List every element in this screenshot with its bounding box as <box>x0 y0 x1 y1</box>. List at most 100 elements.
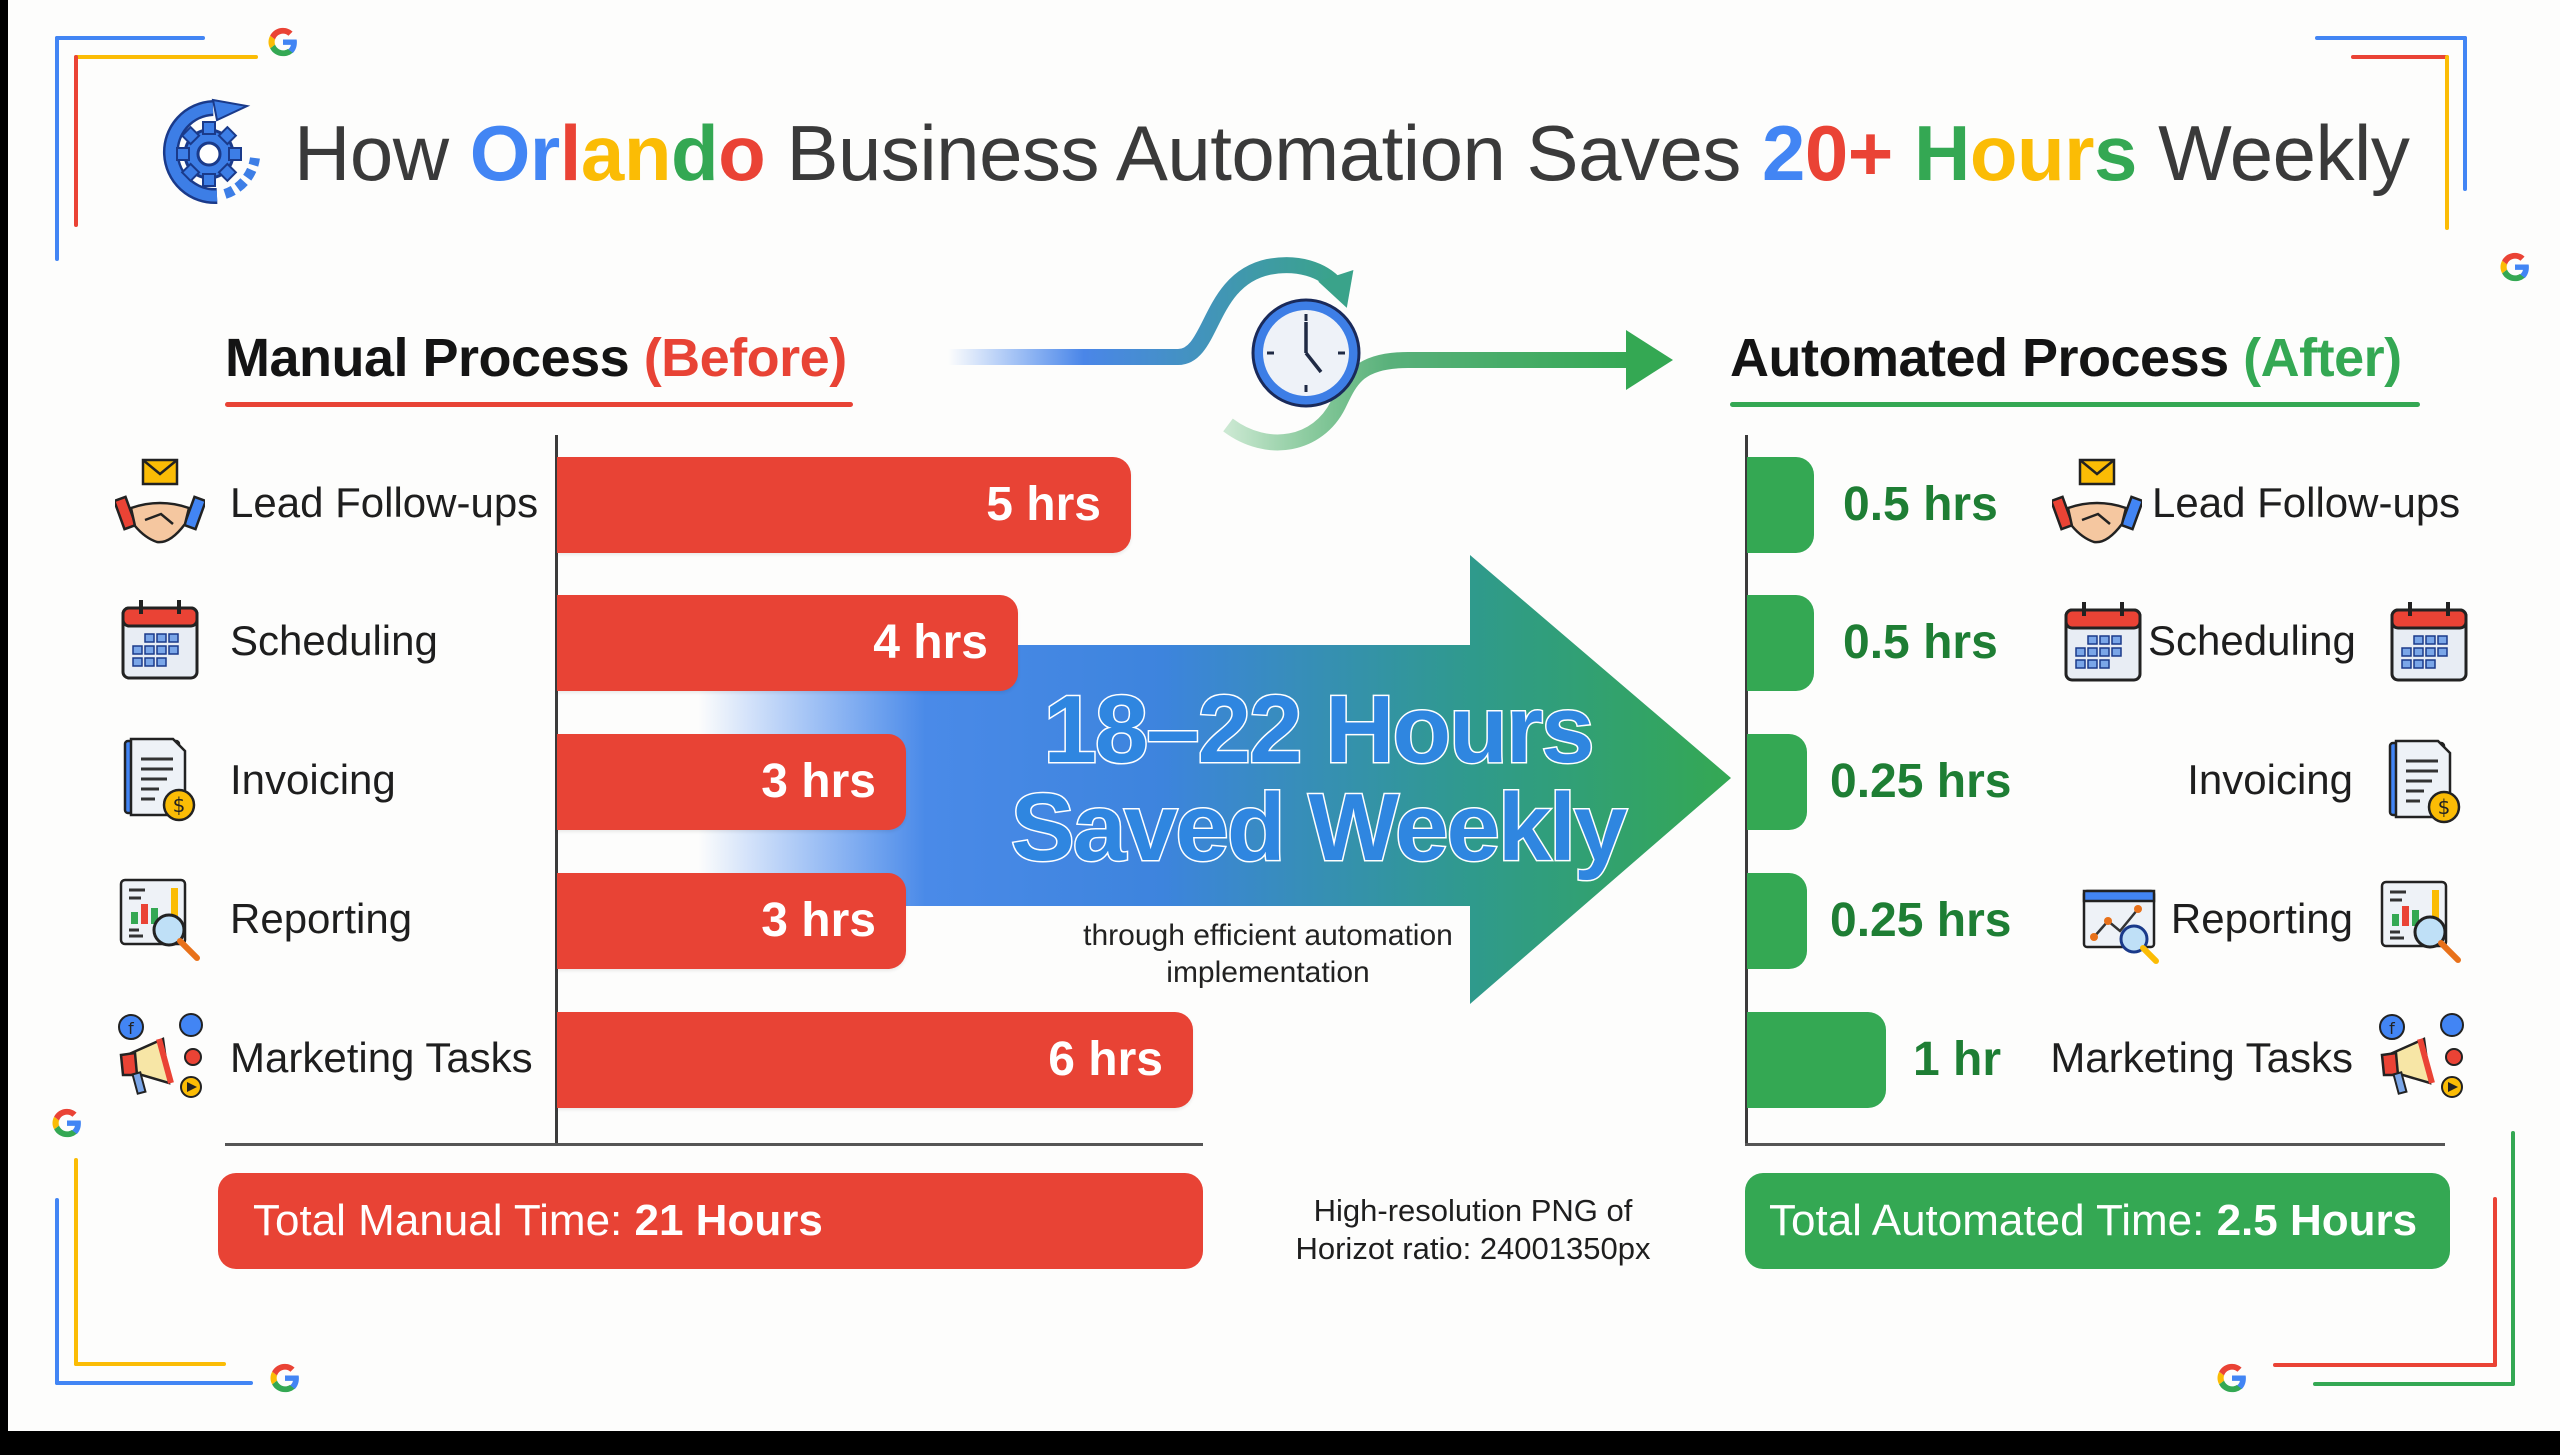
report-chart-icon <box>2082 889 2159 964</box>
automated-chart-x-axis <box>1745 1143 2445 1146</box>
corner-line-tl-blue-v <box>55 36 59 261</box>
report-magnifier-icon <box>119 878 200 961</box>
automated-hours-value: 0.5 hrs <box>1843 616 1998 669</box>
manual-chart-y-axis <box>555 435 558 1145</box>
manual-task-label: Lead Follow-ups <box>230 479 539 526</box>
manual-process-heading: Manual Process (Before) <box>225 323 847 393</box>
corner-line-tr-blue-v <box>2463 36 2467 191</box>
infographic-canvas: How Orlando Business Automation Saves 20… <box>8 0 2560 1431</box>
svg-text:f: f <box>2389 1019 2395 1038</box>
automated-hours-bar <box>1747 595 1814 691</box>
corner-line-tr-red-h <box>2351 55 2449 59</box>
svg-text:$: $ <box>2438 795 2451 819</box>
megaphone-social-icon: f <box>118 1013 203 1098</box>
report-magnifier-icon <box>2380 880 2461 963</box>
corner-line-tr-yellow-v <box>2445 55 2449 230</box>
total-manual-value: 21 Hours <box>634 1196 823 1245</box>
title-segment: H <box>1914 109 1970 197</box>
manual-task-label: Invoicing <box>230 756 396 803</box>
google-g-icon <box>270 1363 299 1393</box>
megaphone-social-icon: f <box>2379 1013 2464 1098</box>
manual-chart-x-axis <box>225 1143 1203 1146</box>
title-segment: l <box>559 109 582 197</box>
total-automated-label: Total Automated Time: <box>1769 1196 2217 1245</box>
flow-arrow-graphic <box>948 257 1673 451</box>
automated-heading-underline <box>1730 402 2420 407</box>
automated-heading-tag: (After) <box>2243 328 2402 388</box>
title-segment: a <box>580 109 624 197</box>
title-segment: 2 <box>1762 109 1805 197</box>
invoice-dollar-icon: $ <box>2388 739 2461 824</box>
automated-task-label: Invoicing <box>2187 756 2353 803</box>
gear-cycle-icon <box>163 98 260 205</box>
title-segment: Weekly <box>2136 109 2410 197</box>
corner-line-bl-yellow-v <box>74 1158 78 1366</box>
corner-line-tl-yellow-h <box>74 55 258 59</box>
automated-hours-value: 0.25 hrs <box>1830 755 2012 808</box>
svg-text:$: $ <box>173 793 186 817</box>
manual-hours-value: 3 hrs <box>761 894 876 947</box>
corner-line-bl-blue-v <box>55 1198 59 1385</box>
handshake-email-icon <box>115 458 205 544</box>
title-segment: n <box>623 109 672 197</box>
clock-icon <box>1251 298 1361 408</box>
title-segment: r <box>529 109 560 197</box>
manual-hours-value: 5 hrs <box>986 478 1101 531</box>
automated-hours-value: 1 hr <box>1913 1033 2002 1086</box>
automated-process-heading: Automated Process (After) <box>1730 323 2402 393</box>
automation-subtext-line1: through efficient automation <box>1083 919 1453 952</box>
corner-line-tr-blue-h <box>2315 36 2467 40</box>
title-segment <box>1893 109 1914 197</box>
manual-hours-value: 4 hrs <box>873 616 988 669</box>
manual-hours-bar: 3 hrs <box>557 734 906 830</box>
manual-heading-text: Manual Process <box>225 328 630 388</box>
resolution-note-line2: Horizot ratio: 24001350px <box>1295 1231 1651 1266</box>
automated-hours-value: 0.5 hrs <box>1843 478 1998 531</box>
automated-task-label: Lead Follow-ups <box>2152 479 2461 526</box>
google-g-icon <box>268 27 297 57</box>
automated-hours-bar <box>1747 457 1814 553</box>
automated-task-label: Marketing Tasks <box>2050 1034 2353 1081</box>
title-segment: O <box>469 109 531 197</box>
manual-heading-underline <box>225 402 853 407</box>
title-segment: 0+ <box>1804 109 1893 197</box>
title-segment: How <box>294 109 470 197</box>
total-manual-label: Total Manual Time: <box>253 1196 635 1245</box>
manual-hours-bar: 4 hrs <box>557 595 1018 691</box>
corner-line-br-green-v <box>2511 1131 2515 1386</box>
manual-task-label: Marketing Tasks <box>230 1034 533 1081</box>
title-segment: s <box>2094 109 2137 197</box>
handshake-email-icon <box>2052 458 2142 544</box>
calendar-icon <box>2064 602 2142 682</box>
google-g-icon <box>2500 252 2529 282</box>
automation-subtext-line2: implementation <box>1166 956 1370 989</box>
manual-task-label: Reporting <box>230 895 413 942</box>
manual-hours-bar: 5 hrs <box>557 457 1131 553</box>
google-g-icon <box>52 1108 81 1138</box>
automated-task-label: Scheduling <box>2148 617 2356 664</box>
google-g-icon <box>2217 1363 2246 1393</box>
automated-hours-value: 0.25 hrs <box>1830 894 2012 947</box>
title-segment: Business Automation Saves <box>765 109 1763 197</box>
page-title: How Orlando Business Automation Saves 20… <box>294 98 2410 208</box>
corner-line-bl-yellow-h <box>74 1362 226 1366</box>
automated-task-label: Reporting <box>2170 895 2353 942</box>
invoice-dollar-icon: $ <box>123 737 196 822</box>
automated-chart-y-axis <box>1745 435 1748 1145</box>
resolution-note-line1: High-resolution PNG of <box>1313 1193 1633 1228</box>
automated-heading-text: Automated Process <box>1730 328 2229 388</box>
hours-saved-headline-line2: Saved Weekly <box>1009 774 1629 881</box>
automated-hours-bar <box>1747 1012 1886 1108</box>
title-segment: our <box>1969 109 2095 197</box>
corner-line-br-red-v <box>2493 1197 2497 1367</box>
total-automated-value: 2.5 Hours <box>2216 1196 2418 1245</box>
manual-hours-bar: 3 hrs <box>557 873 906 969</box>
manual-hours-value: 3 hrs <box>761 755 876 808</box>
manual-hours-bar: 6 hrs <box>557 1012 1193 1108</box>
hours-saved-headline-line1: 18–22 Hours <box>1042 676 1596 783</box>
title-segment: o <box>718 109 766 197</box>
manual-task-label: Scheduling <box>230 617 438 664</box>
manual-heading-tag: (Before) <box>643 328 848 388</box>
total-manual-time-box: Total Manual Time: 21 Hours <box>218 1173 1203 1269</box>
corner-line-br-green-h <box>2313 1382 2515 1386</box>
